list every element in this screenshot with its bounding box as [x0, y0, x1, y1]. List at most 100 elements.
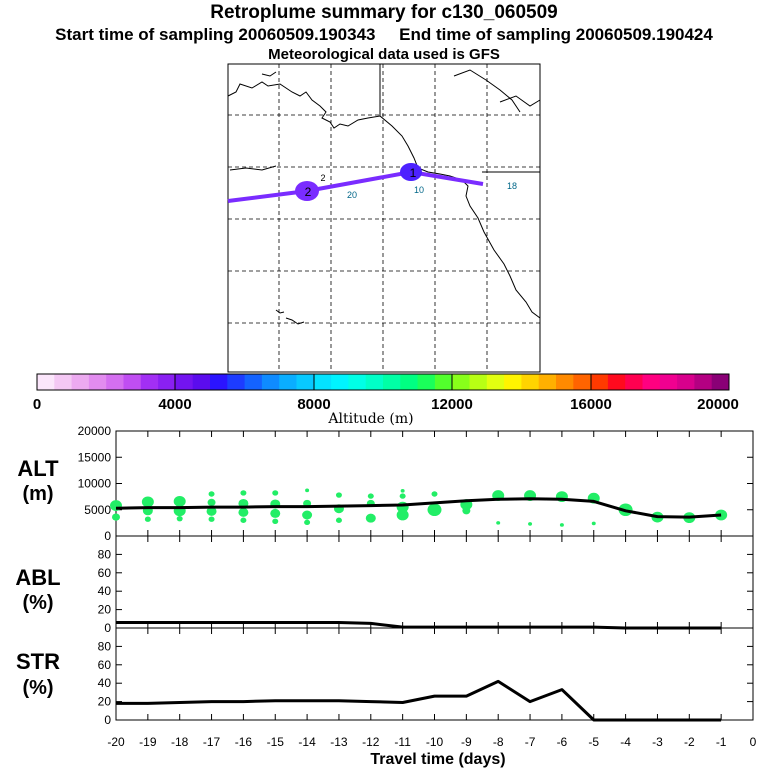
- alt-scatter-point: [431, 491, 438, 497]
- alt-scatter-point: [206, 506, 217, 516]
- str-y-tick-label: 0: [104, 713, 111, 727]
- abl-y-tick-label: 20: [98, 603, 112, 617]
- alt-scatter-point: [173, 495, 186, 507]
- abl-series: [116, 621, 722, 630]
- sampling-times: Start time of sampling 20060509.190343 E…: [0, 25, 768, 45]
- x-tick-label: -9: [461, 735, 472, 749]
- colorbar-tick: 16000: [570, 396, 612, 413]
- x-tick-label: -19: [139, 735, 157, 749]
- colorbar-swatch: [694, 374, 713, 390]
- alt-y-tick-label: 5000: [84, 503, 111, 517]
- colorbar-swatch: [365, 374, 384, 390]
- colorbar-swatch: [106, 374, 124, 390]
- x-tick-label: -2: [684, 735, 695, 749]
- colorbar-swatch: [452, 374, 470, 390]
- colorbar-swatch: [677, 374, 695, 390]
- alt-scatter-point: [335, 517, 342, 523]
- colorbar-frame: [36, 373, 730, 391]
- x-tick-label: -13: [330, 735, 348, 749]
- alt-y-tick-label: 0: [104, 529, 111, 543]
- colorbar-swatch: [37, 374, 55, 390]
- x-tick-label: -5: [588, 735, 599, 749]
- str-series: [116, 679, 722, 722]
- alt-series-line: [115, 497, 722, 519]
- alt-scatter-point: [141, 496, 154, 508]
- track-label-20: 20: [347, 190, 357, 200]
- x-tick-label: -6: [557, 735, 568, 749]
- start-time-label: Start time of sampling 20060509.190343: [55, 25, 376, 44]
- colorbar-swatch: [504, 374, 522, 390]
- end-time-label: End time of sampling 20060509.190424: [399, 25, 713, 44]
- str-y-tick-label: 20: [98, 695, 112, 709]
- alt-scatter-point: [367, 493, 374, 499]
- alt-scatter-point: [528, 522, 533, 526]
- alt-scatter-point: [176, 515, 183, 522]
- str-unit: (%): [22, 677, 53, 699]
- colorbar-swatch: [625, 374, 643, 390]
- map-panel: 1 2 2 20 10 18: [227, 63, 541, 373]
- alt-scatter-point: [272, 518, 279, 524]
- abl-series-line: [116, 621, 722, 630]
- colorbar-swatch: [434, 374, 453, 390]
- track-label-2: 2: [320, 173, 325, 183]
- x-axis-title: Travel time (days): [370, 751, 505, 768]
- alt-scatter-point: [208, 491, 215, 497]
- str-y-tick-label: 60: [98, 658, 112, 672]
- retroplume-track: [227, 169, 484, 203]
- str-panel: STR (%) 0 20 40 60 80: [16, 627, 754, 727]
- str-y-ticks: 0 20 40 60 80: [98, 639, 753, 727]
- colorbar-swatch: [296, 374, 315, 390]
- alt-scatter-point: [496, 521, 501, 525]
- x-tick-label: -4: [620, 735, 631, 749]
- colorbar-swatch: [158, 374, 176, 390]
- str-y-tick-label: 80: [98, 639, 112, 653]
- colorbar-swatch: [383, 374, 401, 390]
- x-tick-label: -10: [426, 735, 444, 749]
- alt-scatter-point: [427, 503, 442, 517]
- x-tick-label: -17: [203, 735, 221, 749]
- x-tick-label: -15: [267, 735, 285, 749]
- str-series-line: [116, 679, 722, 722]
- colorbar-swatch: [331, 374, 349, 390]
- altitude-colorbar: 0 4000 8000 12000 16000 20000 Altitude (…: [33, 373, 739, 427]
- colorbar-swatch: [261, 374, 280, 390]
- alt-scatter-point: [335, 492, 342, 498]
- abl-y-tick-label: 0: [104, 621, 111, 635]
- x-tick-label: -1: [716, 735, 727, 749]
- x-tick-label: -12: [362, 735, 380, 749]
- colorbar-swatch: [54, 374, 72, 390]
- x-tick-label: -3: [652, 735, 663, 749]
- str-x-ticks: [115, 628, 754, 720]
- x-tick-label: -11: [394, 735, 411, 749]
- alt-scatter-point: [399, 493, 406, 499]
- colorbar-swatch: [659, 374, 678, 390]
- coastlines: [227, 63, 541, 325]
- met-data-label: Meteorological data used is GFS: [268, 46, 500, 63]
- str-y-tick-label: 40: [98, 676, 112, 690]
- alt-scatter-point: [396, 509, 409, 521]
- colorbar-swatch: [486, 374, 505, 390]
- alt-scatter-point: [272, 490, 279, 496]
- alt-scatter-point: [559, 523, 564, 527]
- map-frame: [227, 63, 541, 373]
- colorbar-swatch: [469, 374, 488, 390]
- colorbar-swatch: [123, 374, 142, 390]
- alt-scatter-point: [304, 519, 311, 526]
- x-tick-label: 0: [750, 735, 757, 749]
- chart-title: Retroplume summary for c130_060509: [210, 2, 558, 23]
- alt-scatter-point: [238, 507, 249, 517]
- abl-y-ticks: 0 20 40 60 80: [98, 547, 753, 635]
- colorbar-swatch: [175, 374, 194, 390]
- x-tick-labels: -20 -19 -18 -17 -16 -15 -14 -13 -12 -11 -10 -9 -8 -7-…: [107, 735, 756, 749]
- colorbar-swatch: [711, 374, 730, 390]
- colorbar-tick: 8000: [297, 396, 330, 413]
- abl-panel: ABL (%) 0 20 40 60 80: [15, 535, 754, 635]
- alt-unit: (m): [22, 483, 53, 505]
- colorbar-swatch: [244, 374, 263, 390]
- alt-y-tick-label: 10000: [78, 477, 112, 491]
- abl-frame: [115, 535, 754, 629]
- alt-scatter-point: [715, 509, 728, 521]
- colorbar-swatch: [607, 374, 626, 390]
- colorbar-swatch: [279, 374, 297, 390]
- str-title: STR: [16, 649, 60, 674]
